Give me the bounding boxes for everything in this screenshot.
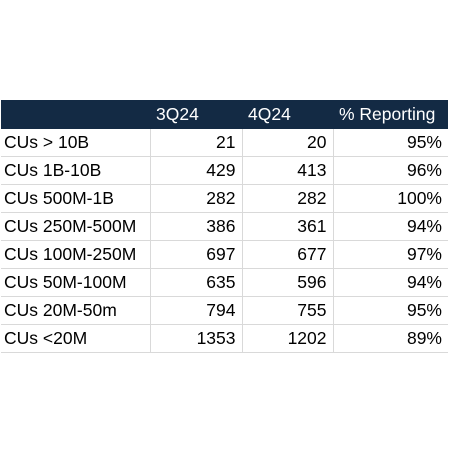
reporting-table: 3Q24 4Q24 % Reporting CUs > 10B 21 20 95… (1, 100, 448, 353)
header-pct-reporting: % Reporting (339, 104, 436, 124)
cell-pct-reporting: 94% (333, 212, 448, 242)
table-row: CUs 50M-100M 635 596 94% (1, 268, 448, 297)
table-row: CUs > 10B 21 20 95% (1, 129, 448, 158)
cell-3q24: 21 (150, 129, 243, 158)
row-label: CUs 500M-1B (1, 184, 151, 214)
row-label: CUs 250M-500M (1, 212, 151, 242)
row-label: CUs 100M-250M (1, 240, 151, 269)
cell-4q24: 596 (242, 268, 334, 297)
cell-4q24: 413 (242, 156, 334, 186)
cell-pct-reporting: 96% (333, 156, 448, 186)
cell-pct-reporting: 97% (333, 240, 448, 269)
row-label: CUs 50M-100M (1, 268, 151, 297)
row-label: CUs 20M-50m (1, 296, 151, 325)
cell-pct-reporting: 94% (333, 268, 448, 297)
table-row: CUs 250M-500M 386 361 94% (1, 212, 448, 242)
table-row: CUs 100M-250M 697 677 97% (1, 240, 448, 269)
header-3q24: 3Q24 (156, 104, 199, 124)
cell-3q24: 697 (150, 240, 243, 269)
header-row: 3Q24 4Q24 % Reporting (1, 100, 448, 129)
cell-4q24: 677 (242, 240, 334, 269)
cell-3q24: 1353 (150, 324, 243, 353)
cell-pct-reporting: 95% (333, 129, 448, 158)
cell-pct-reporting: 89% (333, 324, 448, 353)
table-body: CUs > 10B 21 20 95% CUs 1B-10B 429 413 9… (1, 129, 448, 353)
cell-3q24: 794 (150, 296, 243, 325)
cell-4q24: 361 (242, 212, 334, 242)
reporting-table-container: 3Q24 4Q24 % Reporting CUs > 10B 21 20 95… (1, 100, 448, 353)
cell-4q24: 1202 (242, 324, 334, 353)
cell-3q24: 429 (150, 156, 243, 186)
row-label: CUs > 10B (1, 129, 151, 158)
cell-pct-reporting: 95% (333, 296, 448, 325)
cell-4q24: 20 (242, 129, 334, 158)
table-header: 3Q24 4Q24 % Reporting (1, 100, 448, 129)
table-row: CUs 1B-10B 429 413 96% (1, 156, 448, 186)
header-category (1, 100, 150, 129)
cell-4q24: 755 (242, 296, 334, 325)
row-label: CUs <20M (1, 324, 151, 353)
cell-3q24: 386 (150, 212, 243, 242)
cell-4q24: 282 (242, 184, 334, 214)
cell-3q24: 282 (150, 184, 243, 214)
cell-3q24: 635 (150, 268, 243, 297)
cell-pct-reporting: 100% (333, 184, 448, 214)
table-row: CUs <20M 1353 1202 89% (1, 324, 448, 353)
table-row: CUs 20M-50m 794 755 95% (1, 296, 448, 325)
table-row: CUs 500M-1B 282 282 100% (1, 184, 448, 214)
row-label: CUs 1B-10B (1, 156, 151, 186)
header-4q24: 4Q24 (248, 104, 291, 124)
